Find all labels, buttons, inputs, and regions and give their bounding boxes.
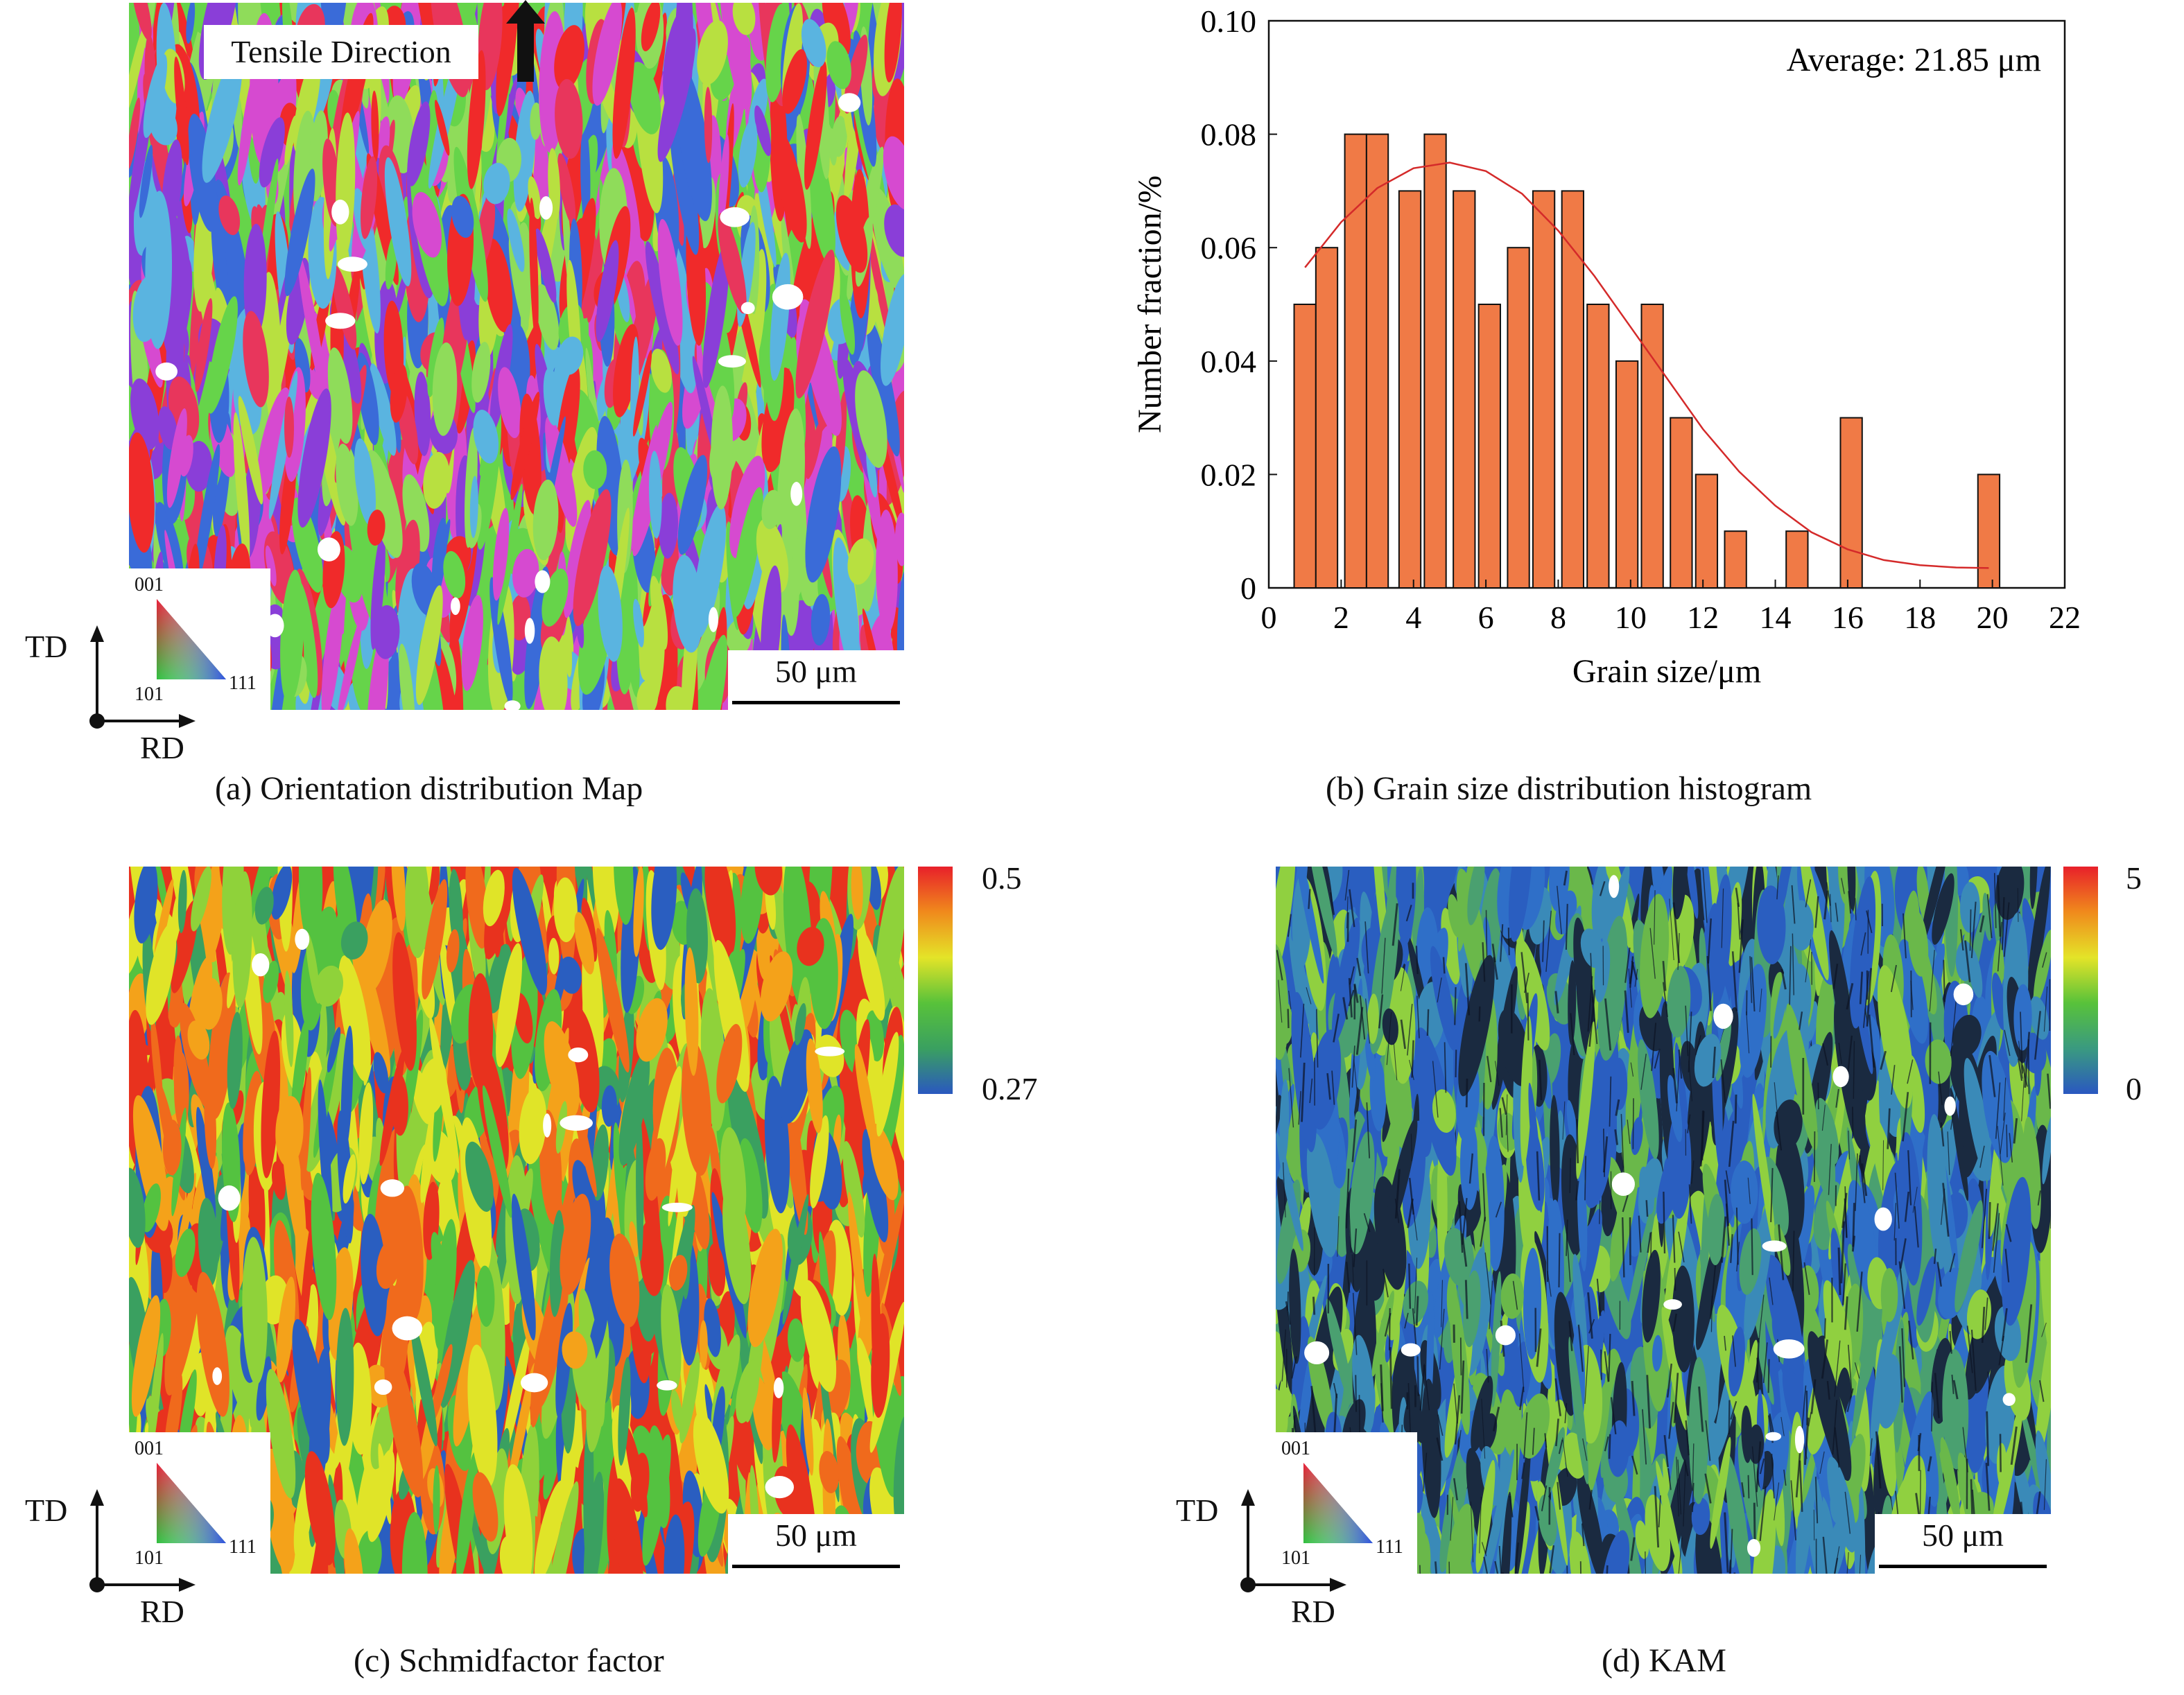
scale-bar-line [732, 701, 900, 704]
scale-bar-label: 50 μm [1922, 1518, 2004, 1553]
histogram-bar [1561, 190, 1584, 589]
x-tick-label: 16 [1832, 600, 1864, 635]
axes-arrows-icon [89, 625, 196, 729]
histogram-bar [1615, 360, 1639, 589]
colorbar-min-label: 0 [2126, 1071, 2142, 1106]
ipf-label-001: 001 [135, 1438, 164, 1459]
ipf-label-111: 111 [229, 672, 257, 694]
axis-label-rd: RD [140, 1594, 184, 1629]
histogram-bar [1507, 247, 1530, 589]
x-tick-label: 0 [1261, 600, 1277, 635]
tensile-direction-label: Tensile Direction [204, 25, 478, 79]
scale-bar-line [732, 1565, 900, 1568]
histogram-bar [1977, 473, 2001, 589]
y-tick-label: 0.06 [1201, 230, 1257, 266]
axis-label-rd: RD [140, 730, 184, 765]
x-tick-label: 18 [1904, 600, 1936, 635]
histogram-bar [1724, 530, 1747, 589]
ipf-legend: 001 101 111 [129, 568, 270, 710]
ipf-label-001: 001 [135, 574, 164, 596]
y-tick-label: 0 [1240, 571, 1256, 606]
caption-b: (b) Grain size distribution histogram [1326, 770, 1812, 807]
coordinate-axes: TD RD [1172, 1488, 1352, 1640]
axis-label-td: TD [25, 1493, 68, 1528]
histogram-bar [1365, 133, 1389, 589]
colorbar-max-label: 5 [2126, 860, 2142, 896]
scale-bar: 50 μm [728, 650, 904, 710]
y-tick-label: 0.02 [1201, 457, 1257, 492]
axes-arrows-icon [89, 1489, 196, 1592]
ipf-label-001: 001 [1281, 1438, 1310, 1459]
histogram-bar [1423, 133, 1447, 589]
scale-bar-label: 50 μm [775, 654, 857, 689]
histogram-bar [1398, 190, 1422, 589]
y-tick-label: 0.08 [1201, 117, 1257, 153]
grain-texture [129, 3, 904, 710]
ipf-label-101: 101 [135, 1547, 164, 1569]
ipf-label-111: 111 [1376, 1536, 1403, 1558]
x-tick-label: 10 [1615, 600, 1647, 635]
ipf-triangle-icon [157, 1463, 226, 1543]
histogram-bar [1695, 473, 1719, 589]
x-tick-label: 4 [1405, 600, 1421, 635]
scale-bar-line [1879, 1565, 2047, 1568]
x-tick-label: 12 [1687, 600, 1719, 635]
coordinate-axes: TD RD [21, 624, 201, 776]
axes-arrows-icon [1240, 1489, 1346, 1592]
fit-curve [1304, 162, 1989, 569]
ipf-legend: 001 101 111 [129, 1432, 270, 1574]
x-axis-label: Grain size/μm [1572, 653, 1761, 690]
schmid-colorbar [918, 867, 953, 1094]
tensile-arrow-icon [506, 0, 545, 82]
coordinate-axes: TD RD [21, 1488, 201, 1640]
x-tick-label: 22 [2049, 600, 2081, 635]
histogram-bar [1344, 133, 1367, 589]
scale-bar-label: 50 μm [775, 1518, 857, 1553]
histogram-bar [1586, 304, 1610, 589]
caption-a: (a) Orientation distribution Map [215, 770, 643, 807]
ipf-triangle-icon [1303, 1463, 1373, 1543]
plot-frame [1267, 19, 2066, 589]
histogram-bar [1532, 190, 1556, 589]
axis-label-td: TD [1176, 1493, 1219, 1528]
scale-bar: 50 μm [1875, 1514, 2051, 1574]
x-tick-label: 6 [1478, 600, 1494, 635]
x-tick-label: 2 [1333, 600, 1349, 635]
grain-size-histogram: 0 2 4 6 8 10 12 14 16 18 20 22 0 0.02 0.04 0.06 0.08 0.10… [1132, 3, 2081, 690]
colorbar-min-label: 0.27 [982, 1071, 1038, 1106]
caption-d: (d) KAM [1602, 1642, 1726, 1679]
axis-label-td: TD [25, 629, 68, 664]
histogram-bar [1477, 304, 1501, 589]
ipf-triangle-icon [157, 599, 226, 679]
axis-label-rd: RD [1291, 1594, 1335, 1629]
y-axis-label: Number fraction/% [1132, 175, 1168, 433]
histogram-bar [1293, 304, 1317, 589]
histogram-bar [1670, 417, 1693, 589]
x-tick-label: 14 [1760, 600, 1792, 635]
caption-c: (c) Schmidfactor factor [354, 1642, 664, 1679]
y-tick-label: 0.04 [1201, 344, 1257, 379]
orientation-map [129, 3, 904, 710]
kam-colorbar [2063, 867, 2098, 1094]
x-tick-label: 8 [1550, 600, 1566, 635]
average-annotation: Average: 21.85 μm [1787, 42, 2041, 78]
x-tick-label: 20 [1977, 600, 2009, 635]
histogram-bar [1839, 417, 1863, 589]
y-tick-label: 0.10 [1201, 3, 1257, 39]
ipf-label-101: 101 [1281, 1547, 1310, 1569]
colorbar-max-label: 0.5 [982, 860, 1022, 896]
ipf-label-101: 101 [135, 684, 164, 705]
histogram-bar [1453, 190, 1476, 589]
histogram-bar [1785, 530, 1809, 589]
ipf-label-111: 111 [229, 1536, 257, 1558]
ipf-legend: 001 101 111 [1276, 1432, 1417, 1574]
scale-bar: 50 μm [728, 1514, 904, 1574]
histogram-bar [1640, 304, 1664, 589]
histogram-bar [1315, 247, 1339, 589]
